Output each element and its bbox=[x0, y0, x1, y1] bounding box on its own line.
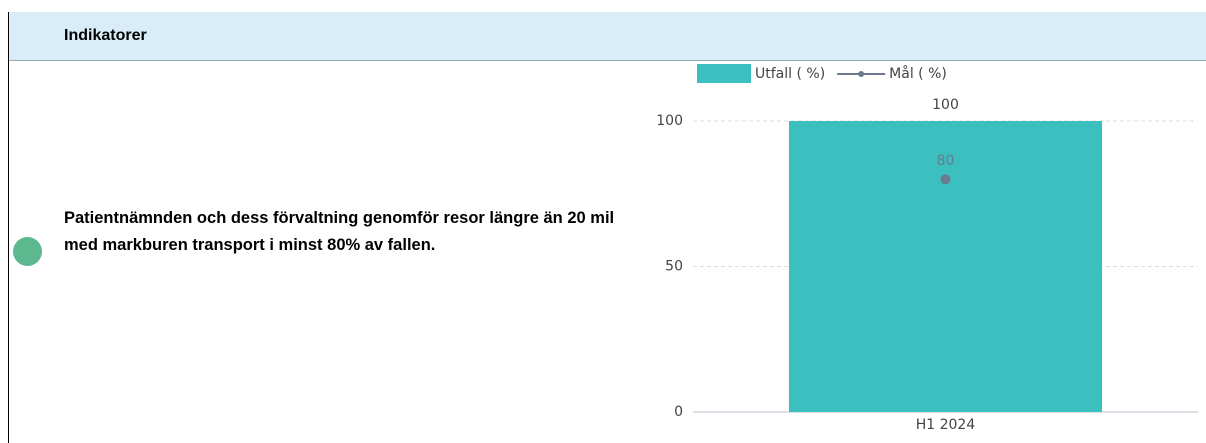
section-title: Indikatorer bbox=[64, 27, 147, 44]
bar bbox=[788, 121, 1103, 412]
legend-swatch bbox=[697, 64, 751, 83]
section-header: Indikatorer bbox=[9, 12, 1206, 61]
y-tick-label: 50 bbox=[665, 259, 683, 275]
data-label: 100 bbox=[932, 97, 959, 113]
indicator-text: Patientnämnden och dess förvaltning geno… bbox=[64, 209, 615, 254]
legend-swatch bbox=[858, 71, 865, 77]
data-label: 80 bbox=[937, 153, 955, 169]
x-tick-label: H1 2024 bbox=[916, 417, 976, 433]
point bbox=[940, 174, 951, 185]
y-tick-label: 100 bbox=[656, 113, 683, 129]
y-tick-label: 0 bbox=[674, 404, 683, 420]
border bbox=[8, 12, 9, 443]
legend-label: Mål ( %) bbox=[889, 65, 947, 82]
legend-label: Utfall ( %) bbox=[755, 66, 825, 82]
status-indicator bbox=[13, 237, 42, 266]
